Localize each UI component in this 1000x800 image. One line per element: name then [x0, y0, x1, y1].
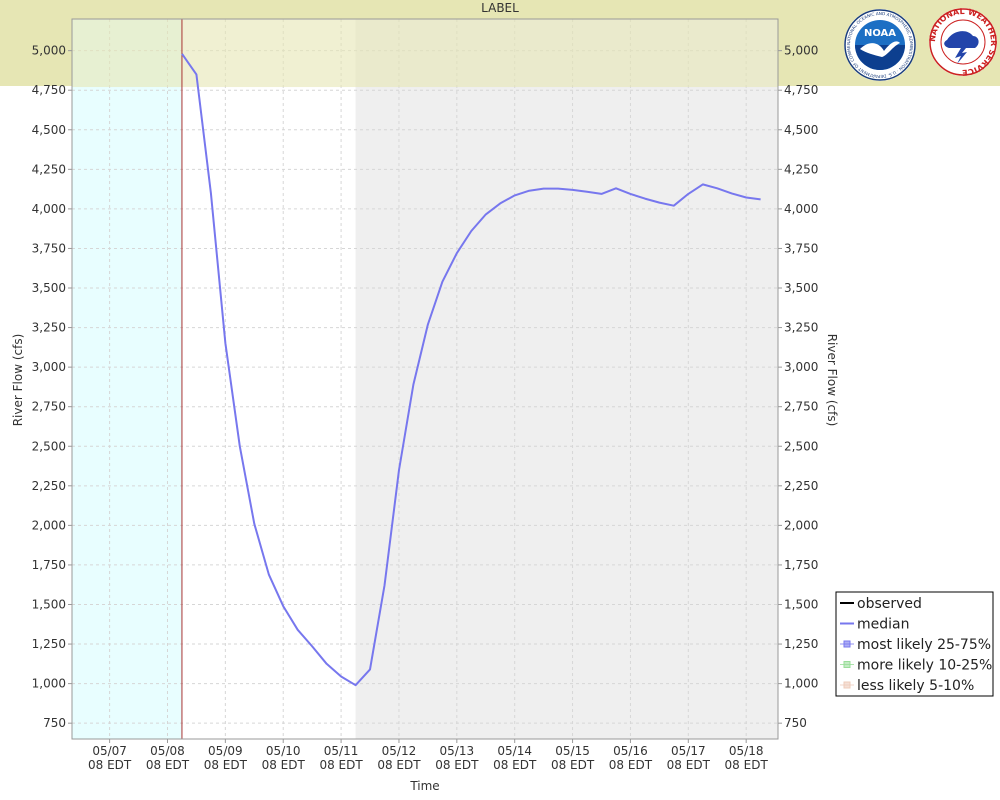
y-tick-label-right: 1,000 — [784, 677, 818, 691]
legend: observed median most likely 25-75% more lik… — [835, 591, 994, 697]
x-tick-label-date: 05/10 — [266, 744, 301, 758]
legend-swatch-box — [843, 681, 851, 689]
y-tick-label-right: 1,500 — [784, 597, 818, 611]
y-tick-label-left: 750 — [43, 716, 66, 730]
x-tick-label-time: 08 EDT — [262, 758, 306, 772]
x-tick-label-date: 05/07 — [92, 744, 127, 758]
x-tick-label-time: 08 EDT — [725, 758, 769, 772]
y-tick-label-left: 1,500 — [32, 597, 66, 611]
legend-label: most likely 25-75% — [857, 637, 991, 653]
y-tick-label-right: 3,750 — [784, 241, 818, 255]
legend-swatch-box — [843, 661, 851, 668]
legend-label: more likely 10-25% — [857, 658, 992, 674]
y-axis-right: 750 1,000 1,250 1,500 1,750 2,000 2,250 2,500 2,… — [778, 44, 818, 730]
y-tick-label-right: 2,750 — [784, 400, 818, 414]
x-tick-label-date: 05/09 — [208, 744, 243, 758]
y-tick-label-right: 3,500 — [784, 281, 818, 295]
y-tick-label-left: 4,500 — [32, 123, 66, 137]
y-tick-label-right: 4,500 — [784, 123, 818, 137]
noaa-logo-text: NOAA — [864, 28, 896, 39]
y-tick-label-left: 2,500 — [32, 439, 66, 453]
y-tick-label-left: 2,250 — [32, 479, 66, 493]
series-lines — [181, 53, 761, 687]
y-tick-label-right: 1,250 — [784, 637, 818, 651]
region-extended-period — [355, 19, 778, 739]
y-tick-label-right: 2,500 — [784, 439, 818, 453]
y-axis-title-right: River Flow (cfs) — [825, 334, 839, 427]
top-band-overlay — [72, 19, 778, 88]
x-tick-label-date: 05/18 — [729, 744, 764, 758]
x-tick-label-time: 08 EDT — [88, 758, 132, 772]
nws-logo: NATIONAL WEATHER SERVICE — [928, 7, 998, 77]
x-tick-label-date: 05/16 — [613, 744, 648, 758]
legend-label: observed — [857, 596, 922, 612]
y-tick-label-left: 4,000 — [32, 202, 66, 216]
x-tick-label-time: 08 EDT — [146, 758, 190, 772]
y-tick-label-left: 5,000 — [32, 44, 66, 58]
y-tick-label-left: 3,750 — [32, 241, 66, 255]
y-tick-label-left: 3,500 — [32, 281, 66, 295]
x-tick-label-time: 08 EDT — [493, 758, 537, 772]
x-axis-title: Time — [409, 779, 439, 793]
legend-box — [835, 591, 994, 697]
y-tick-label-right: 2,000 — [784, 518, 818, 532]
y-tick-label-left: 4,250 — [32, 162, 66, 176]
y-tick-label-left: 2,750 — [32, 400, 66, 414]
y-axis-left: 750 1,000 1,250 1,500 1,750 2,000 2,250 2,500 2,… — [32, 44, 72, 730]
y-tick-label-right: 4,000 — [784, 202, 818, 216]
series-line-median — [181, 53, 761, 687]
y-tick-label-right: 750 — [784, 716, 807, 730]
x-tick-label-time: 08 EDT — [551, 758, 595, 772]
x-tick-label-time: 08 EDT — [319, 758, 363, 772]
y-tick-label-right: 3,250 — [784, 321, 818, 335]
y-tick-label-right: 3,000 — [784, 360, 818, 374]
x-tick-label-time: 08 EDT — [609, 758, 653, 772]
top-band-plot — [72, 19, 778, 88]
y-tick-label-left: 1,000 — [32, 677, 66, 691]
period-regions — [72, 19, 778, 739]
legend-label: less likely 5-10% — [857, 678, 974, 694]
y-tick-label-left: 2,000 — [32, 518, 66, 532]
plot-border — [71, 18, 779, 740]
legend-swatch-box — [843, 640, 851, 648]
x-tick-label-time: 08 EDT — [204, 758, 248, 772]
y-axis-title-left: River Flow (cfs) — [11, 334, 25, 427]
y-tick-label-left: 1,750 — [32, 558, 66, 572]
grid-lines — [72, 19, 778, 739]
x-tick-label-time: 08 EDT — [435, 758, 479, 772]
x-tick-label-time: 08 EDT — [667, 758, 711, 772]
y-tick-label-left: 3,000 — [32, 360, 66, 374]
x-tick-label-date: 05/13 — [440, 744, 475, 758]
x-tick-label-date: 05/11 — [324, 744, 359, 758]
region-observed-period — [72, 19, 182, 739]
legend-label: median — [857, 617, 909, 633]
x-tick-label-date: 05/17 — [671, 744, 706, 758]
noaa-logo: NOAA NATIONAL OCEANIC AND ATMOSPHERIC AD… — [844, 9, 916, 81]
y-tick-label-left: 3,250 — [32, 321, 66, 335]
y-tick-label-right: 4,750 — [784, 83, 818, 97]
x-tick-label-date: 05/12 — [382, 744, 417, 758]
x-tick-label-date: 05/08 — [150, 744, 185, 758]
y-tick-label-right: 4,250 — [784, 162, 818, 176]
y-tick-label-left: 4,750 — [32, 83, 66, 97]
y-tick-label-right: 2,250 — [784, 479, 818, 493]
x-tick-label-time: 08 EDT — [377, 758, 421, 772]
x-tick-label-date: 05/15 — [555, 744, 590, 758]
y-tick-label-right: 5,000 — [784, 44, 818, 58]
y-tick-label-left: 1,250 — [32, 637, 66, 651]
x-tick-label-date: 05/14 — [497, 744, 532, 758]
y-tick-label-right: 1,750 — [784, 558, 818, 572]
chart-title: LABEL — [481, 1, 519, 15]
